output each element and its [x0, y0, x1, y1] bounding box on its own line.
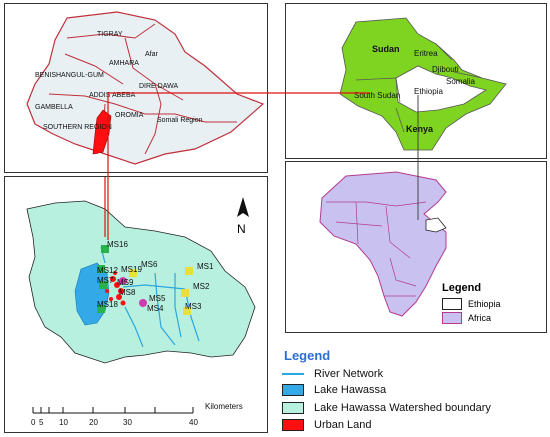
country-label-ethiopia: Ethiopia: [414, 87, 443, 96]
station-markers: [97, 245, 193, 315]
north-arrow-label: N: [237, 222, 246, 236]
country-label-somalia: Somalia: [446, 77, 475, 86]
region-label-tigray: TIGRAY: [97, 31, 123, 38]
river-swatch: [282, 373, 304, 375]
legend-item-river: River Network: [282, 368, 383, 380]
horn-map: Sudan Eritrea Djibouti Somalia Ethiopia …: [339, 17, 507, 151]
ethiopia-map-panel: TIGRAY Afar AMHARA BENISHANGUL-GUM DIRE …: [4, 3, 268, 173]
africa-map-panel: Legend Ethiopia Africa: [285, 161, 547, 333]
country-label-djibouti: Djibouti: [432, 65, 459, 74]
station-label-ms5: MS5: [149, 294, 166, 303]
ethiopia-swatch: [442, 298, 462, 310]
urban-land-patches: [105, 271, 127, 306]
scale-label: Kilometers: [205, 402, 243, 411]
africa-map: [319, 171, 447, 317]
station-label-ms6: MS6: [141, 260, 158, 269]
scale-tick-5: 5: [39, 418, 44, 427]
watershed-boundary: [26, 200, 256, 364]
station-label-ms2: MS2: [193, 282, 210, 291]
station-label-ms18: MS18: [97, 300, 118, 309]
region-label-addis-abeba: ADDIS ABEBA: [89, 92, 136, 99]
legend-title: Legend: [284, 348, 331, 363]
ethiopia-in-africa: [425, 217, 447, 233]
river-network: [100, 246, 200, 348]
station-label-ms3: MS3: [185, 302, 202, 311]
africa-outline: [319, 171, 447, 317]
scale-tick-30: 30: [123, 418, 132, 427]
region-label-dire-dawa: DIRE DAWA: [139, 83, 178, 90]
legend-label-watershed: Lake Hawassa Watershed boundary: [314, 402, 491, 414]
region-label-amhara: AMHARA: [109, 60, 139, 67]
legend-label-lake: Lake Hawassa: [314, 384, 387, 396]
horn-of-africa-panel: Sudan Eritrea Djibouti Somalia Ethiopia …: [285, 3, 547, 159]
ethiopia-hole: [395, 65, 488, 113]
urban-red-region: [92, 109, 112, 155]
station-label-ms16: MS16: [107, 240, 128, 249]
legend-label-urban: Urban Land: [314, 419, 372, 431]
station-label-ms4: MS4: [147, 304, 164, 313]
legend-label-ethiopia: Ethiopia: [468, 299, 501, 309]
station-label-ms8: MS8: [119, 288, 136, 297]
africa-country-borders: [326, 201, 427, 297]
scale-tick-0: 0: [31, 418, 36, 427]
country-label-kenya: Kenya: [406, 124, 434, 134]
watershed-map: MS16 MS12 MS7 MS19 MS6 MS1 MS9 MS8 MS2 M…: [26, 177, 256, 427]
lake-swatch: [282, 384, 304, 396]
legend-item-lake: Lake Hawassa: [282, 384, 386, 396]
station-label-ms1: MS1: [197, 262, 214, 271]
legend-label-africa: Africa: [468, 313, 492, 323]
scale-tick-20: 20: [89, 418, 98, 427]
north-arrow: N: [237, 197, 249, 236]
region-label-benishangul: BENISHANGUL-GUM: [35, 72, 104, 79]
region-borders: [48, 23, 237, 155]
africa-swatch: [442, 312, 462, 324]
legend-label-river: River Network: [314, 368, 384, 380]
region-label-southern: SOUTHERN REGION: [43, 124, 112, 131]
country-label-sudan: Sudan: [372, 44, 400, 54]
watershed-swatch: [282, 402, 304, 414]
watershed-map-panel: MS16 MS12 MS7 MS19 MS6 MS1 MS9 MS8 MS2 M…: [4, 176, 268, 433]
scale-bar: Kilometers 0 5 10 20 30 40: [31, 402, 243, 427]
scale-tick-40: 40: [189, 418, 198, 427]
africa-legend-item-ethiopia: Ethiopia: [442, 298, 501, 310]
scale-tick-10: 10: [59, 418, 68, 427]
ethiopia-map: TIGRAY Afar AMHARA BENISHANGUL-GUM DIRE …: [26, 11, 265, 165]
legend-item-urban: Urban Land: [282, 419, 372, 431]
station-label-ms7: MS7: [97, 276, 114, 285]
africa-legend-item-africa: Africa: [442, 312, 491, 324]
region-label-gambella: GAMBELLA: [35, 104, 73, 111]
station-label-ms19: MS19: [121, 265, 142, 274]
country-label-south-sudan: South Sudan: [354, 91, 400, 100]
station-label-ms9: MS9: [117, 278, 134, 287]
legend-item-watershed: Lake Hawassa Watershed boundary: [282, 402, 491, 414]
region-label-somali: Somali Region: [157, 117, 203, 124]
station-label-ms12: MS12: [97, 266, 118, 275]
urban-swatch: [282, 419, 304, 431]
main-legend: Legend River Network Lake Hawassa Lake H…: [272, 346, 542, 434]
ethiopia-outline: [26, 11, 265, 165]
africa-legend: Legend Ethiopia Africa: [438, 282, 542, 328]
country-label-eritrea: Eritrea: [414, 49, 438, 58]
africa-legend-title: Legend: [442, 282, 482, 294]
region-label-oromia: OROMIA: [115, 112, 144, 119]
region-label-afar: Afar: [145, 51, 159, 58]
